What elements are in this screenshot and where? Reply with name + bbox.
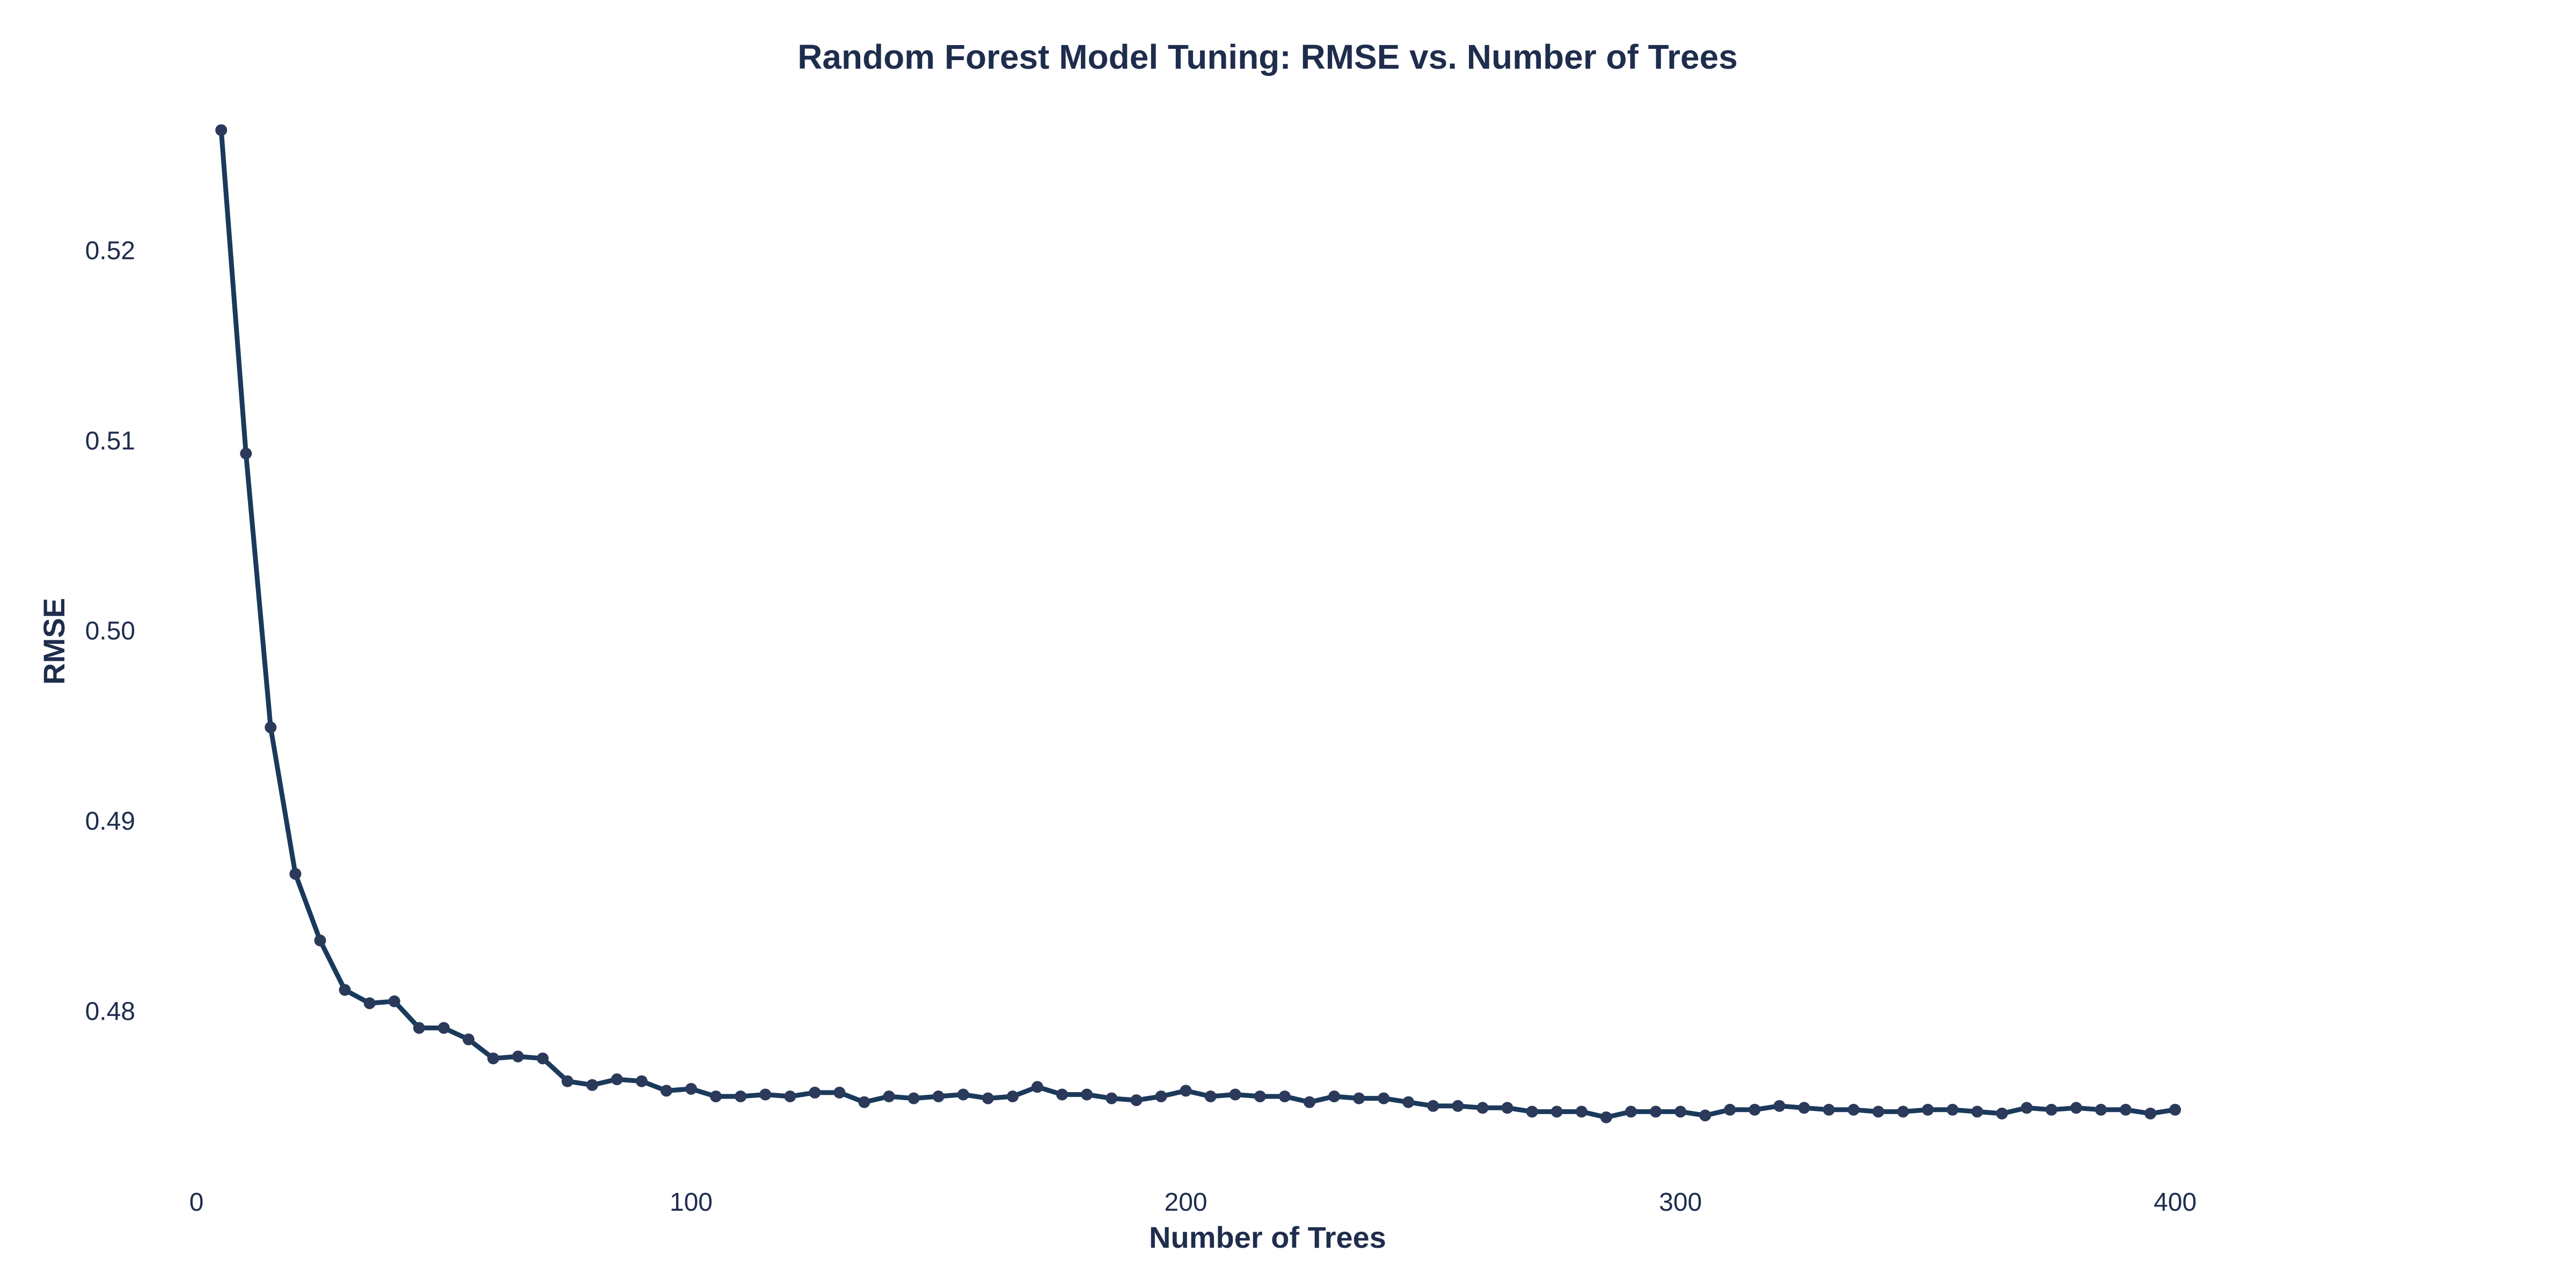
data-point: [388, 995, 400, 1007]
data-point: [611, 1073, 623, 1086]
data-point: [1229, 1088, 1241, 1101]
series-line: [218, 128, 2178, 1120]
data-point: [1452, 1100, 1464, 1112]
data-point: [883, 1091, 895, 1102]
data-point: [339, 984, 351, 996]
data-point: [1304, 1096, 1315, 1108]
data-point: [413, 1022, 425, 1034]
data-point: [1798, 1102, 1810, 1114]
data-point: [1576, 1106, 1587, 1118]
y-tick-label: 0.48: [85, 998, 135, 1026]
data-point: [2119, 1103, 2132, 1116]
data-point: [1476, 1102, 1489, 1114]
data-point: [438, 1022, 450, 1034]
data-point: [1946, 1103, 1959, 1116]
data-point: [1254, 1091, 1266, 1102]
data-point: [1748, 1103, 1761, 1116]
data-point: [1724, 1103, 1736, 1116]
data-point: [1180, 1085, 1192, 1097]
data-point: [908, 1092, 920, 1104]
x-tick-label: 400: [2154, 1188, 2197, 1217]
data-point: [1353, 1092, 1365, 1104]
x-tick-label: 300: [1659, 1188, 1702, 1217]
data-point: [685, 1082, 697, 1095]
data-point: [1897, 1106, 1909, 1118]
data-point: [2095, 1103, 2107, 1116]
data-point: [463, 1033, 474, 1045]
data-point: [1996, 1107, 2008, 1119]
data-point: [561, 1075, 574, 1087]
data-point: [1056, 1088, 1069, 1101]
data-point: [709, 1091, 722, 1102]
data-point: [784, 1091, 796, 1102]
data-point: [1625, 1106, 1637, 1118]
y-tick-label: 0.52: [85, 237, 135, 265]
data-point: [2169, 1103, 2181, 1116]
data-point: [586, 1079, 598, 1091]
data-point: [1971, 1106, 1984, 1118]
data-point: [1106, 1092, 1118, 1104]
data-point: [1007, 1091, 1019, 1102]
data-point: [537, 1052, 549, 1065]
data-point: [363, 997, 376, 1009]
data-point: [1922, 1103, 1934, 1116]
data-point: [1402, 1096, 1415, 1108]
data-point: [265, 721, 277, 734]
data-point: [289, 868, 302, 880]
data-point: [1526, 1106, 1538, 1118]
data-point: [982, 1092, 994, 1104]
data-point: [487, 1052, 500, 1065]
y-tick-label: 0.49: [85, 807, 135, 836]
data-point: [2070, 1102, 2082, 1114]
data-point: [1550, 1106, 1563, 1118]
x-tick-label: 0: [189, 1188, 204, 1217]
data-point: [2145, 1107, 2156, 1119]
data-point: [833, 1086, 846, 1099]
y-tick-label: 0.51: [85, 427, 135, 455]
data-point: [314, 934, 326, 947]
data-point: [1650, 1106, 1662, 1118]
data-point: [957, 1088, 969, 1101]
series-layer: [215, 124, 2181, 1123]
data-point: [1674, 1106, 1687, 1118]
x-tick-label: 100: [670, 1188, 713, 1217]
data-point: [512, 1050, 524, 1063]
data-point: [215, 124, 228, 136]
y-tick-label: 0.50: [85, 617, 135, 646]
data-point: [1130, 1094, 1143, 1107]
data-point: [635, 1075, 648, 1087]
chart-title: Random Forest Model Tuning: RMSE vs. Num…: [797, 38, 1738, 76]
data-point: [1378, 1092, 1390, 1104]
data-point: [1501, 1102, 1513, 1114]
data-point: [809, 1086, 821, 1099]
data-point: [2021, 1102, 2033, 1114]
data-point: [1081, 1088, 1093, 1101]
data-point: [240, 448, 252, 460]
data-point: [2045, 1103, 2058, 1116]
x-tick-label: 200: [1165, 1188, 1208, 1217]
data-point: [1600, 1111, 1612, 1123]
data-point: [858, 1096, 870, 1108]
data-point: [1031, 1081, 1043, 1093]
data-point: [1847, 1103, 1860, 1116]
x-axis-label: Number of Trees: [1149, 1220, 1386, 1254]
data-point: [1278, 1091, 1291, 1102]
data-point: [759, 1088, 772, 1101]
data-point: [1823, 1103, 1835, 1116]
x-axis-ticks: 0 100 200 300 400: [189, 1188, 2197, 1217]
y-axis-ticks: 0.48 0.49 0.50 0.51 0.52: [85, 237, 135, 1026]
data-point: [1773, 1100, 1785, 1112]
data-point: [932, 1091, 945, 1102]
data-point: [660, 1085, 672, 1097]
data-point: [1699, 1109, 1711, 1122]
data-point: [1872, 1106, 1884, 1118]
data-point: [1427, 1100, 1439, 1112]
data-point: [1328, 1091, 1341, 1102]
data-point: [1155, 1091, 1167, 1102]
y-axis-label: RMSE: [37, 598, 71, 685]
data-point: [735, 1091, 747, 1102]
data-point: [1204, 1091, 1217, 1102]
